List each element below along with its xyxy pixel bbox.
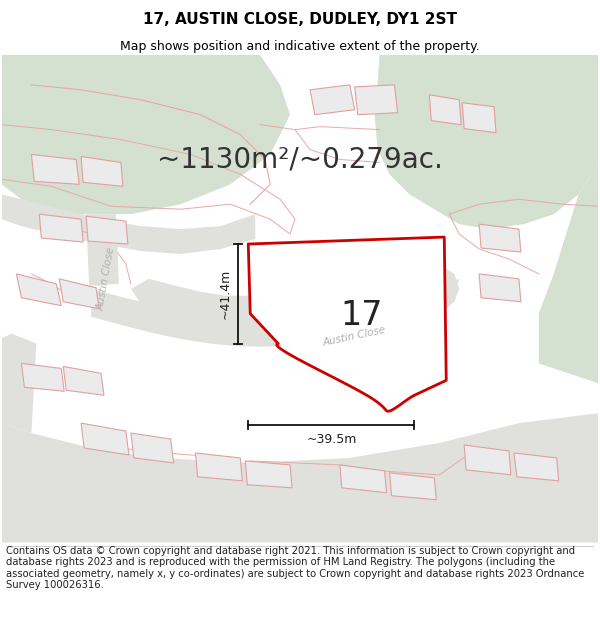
Polygon shape	[479, 224, 521, 252]
Polygon shape	[16, 274, 61, 306]
Polygon shape	[479, 274, 521, 302]
Polygon shape	[430, 95, 461, 124]
Polygon shape	[22, 363, 64, 391]
Polygon shape	[86, 216, 128, 244]
Text: ~41.4m: ~41.4m	[219, 269, 232, 319]
Polygon shape	[340, 465, 386, 492]
Polygon shape	[131, 264, 459, 336]
Polygon shape	[2, 413, 598, 542]
Polygon shape	[81, 423, 129, 455]
Polygon shape	[31, 154, 79, 184]
Text: 17, AUSTIN CLOSE, DUDLEY, DY1 2ST: 17, AUSTIN CLOSE, DUDLEY, DY1 2ST	[143, 12, 457, 27]
Text: Contains OS data © Crown copyright and database right 2021. This information is : Contains OS data © Crown copyright and d…	[6, 546, 584, 591]
Polygon shape	[310, 85, 355, 115]
Polygon shape	[374, 55, 598, 229]
Polygon shape	[59, 279, 99, 309]
Text: 17: 17	[340, 299, 383, 332]
Polygon shape	[248, 237, 446, 411]
Polygon shape	[462, 102, 496, 132]
Text: ~1130m²/~0.279ac.: ~1130m²/~0.279ac.	[157, 146, 443, 174]
Polygon shape	[86, 214, 119, 286]
Polygon shape	[40, 214, 83, 242]
Polygon shape	[91, 279, 459, 347]
Polygon shape	[464, 445, 511, 475]
Polygon shape	[63, 366, 104, 395]
Polygon shape	[514, 453, 559, 481]
Polygon shape	[2, 194, 255, 254]
Polygon shape	[539, 164, 598, 383]
Polygon shape	[81, 156, 123, 186]
Polygon shape	[2, 334, 37, 433]
Polygon shape	[2, 55, 290, 214]
Polygon shape	[355, 85, 398, 115]
Text: ~39.5m: ~39.5m	[306, 432, 356, 446]
Polygon shape	[245, 461, 292, 488]
Polygon shape	[389, 473, 436, 500]
Text: Austin Close: Austin Close	[95, 246, 116, 311]
Text: Austin Close: Austin Close	[322, 325, 387, 348]
Polygon shape	[131, 433, 173, 463]
Polygon shape	[196, 453, 242, 481]
Text: Map shows position and indicative extent of the property.: Map shows position and indicative extent…	[120, 39, 480, 52]
